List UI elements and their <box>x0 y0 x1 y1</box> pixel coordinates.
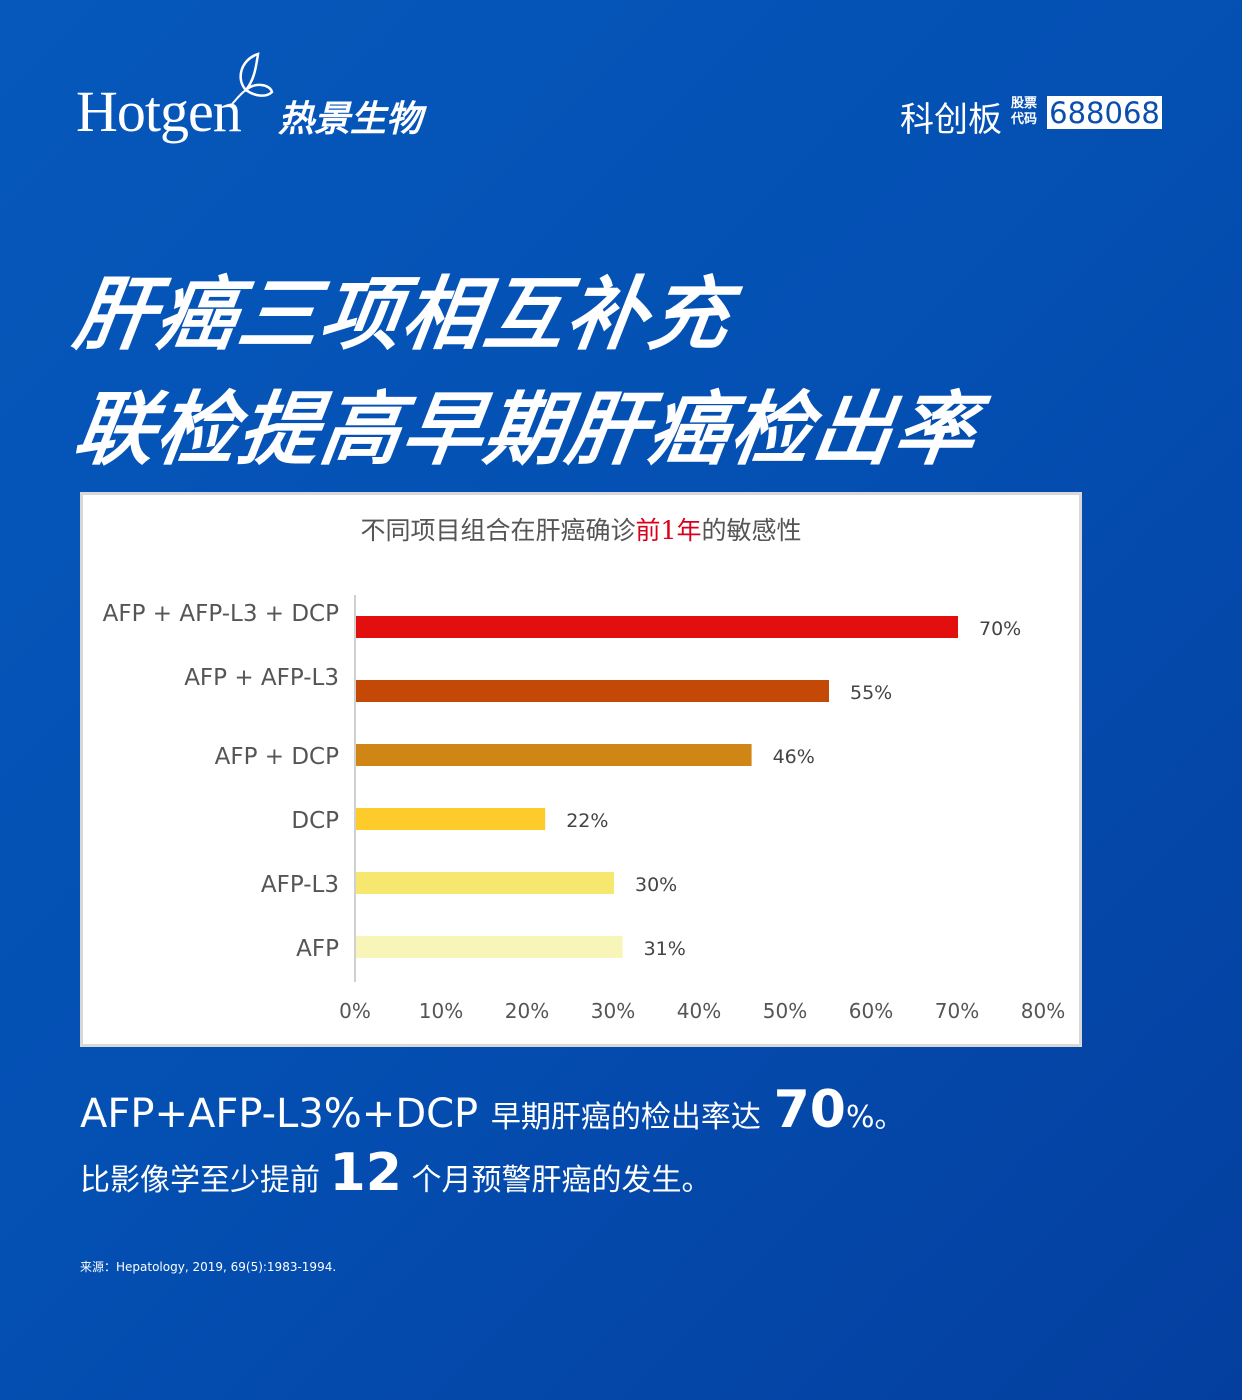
bar <box>356 872 614 894</box>
headline-line2: 联检提高早期肝癌检出率 <box>68 383 984 476</box>
category-label: AFP + DCP <box>215 744 339 770</box>
bar <box>356 680 829 702</box>
source-citation: 来源：Hepatology, 2019, 69(5):1983-1994. <box>80 1260 337 1274</box>
category-label: AFP + AFP-L3 + DCP <box>103 601 339 627</box>
stock-label-line2: 代码 <box>1011 112 1038 127</box>
data-label: 30% <box>635 874 677 896</box>
x-tick-label: 80% <box>1021 999 1065 1023</box>
x-tick-label: 40% <box>677 999 721 1023</box>
footer-months-number: 12 <box>329 1143 402 1203</box>
bar <box>356 808 546 830</box>
x-tick-label: 30% <box>591 999 635 1023</box>
footer-lead-text: 比影像学至少提前 <box>80 1163 320 1198</box>
x-tick-label: 70% <box>935 999 979 1023</box>
stock-code-label: 股票 代码 <box>1011 96 1041 128</box>
x-tick-label: 10% <box>419 999 463 1023</box>
stock-label-line1: 股票 <box>1011 96 1038 111</box>
x-tick-label: 60% <box>849 999 893 1023</box>
chart-title: 不同项目组合在肝癌确诊前1年的敏感性 <box>83 511 1079 547</box>
data-label: 31% <box>644 938 686 960</box>
chart-title-post: 的敏感性 <box>701 516 802 545</box>
category-label: AFP <box>296 936 339 962</box>
category-label: AFP + AFP-L3 <box>184 665 339 691</box>
board-label: 科创板 <box>900 100 1002 140</box>
butterfly-logo-icon <box>231 52 274 105</box>
stock-code: 688068 <box>1047 96 1162 130</box>
data-label: 46% <box>773 746 815 768</box>
footer-rate-unit: %。 <box>845 1100 905 1135</box>
chart-panel: 不同项目组合在肝癌确诊前1年的敏感性 AFP + AFP-L3 + DCP 70%… <box>80 492 1082 1047</box>
bar <box>356 744 752 766</box>
bar <box>356 616 958 638</box>
footer-combo: AFP+AFP-L3%+DCP <box>80 1091 479 1137</box>
footer-rate-text: 早期肝癌的检出率达 <box>490 1100 761 1135</box>
x-tick-label: 20% <box>505 999 549 1023</box>
bar <box>356 936 623 958</box>
data-label: 70% <box>979 618 1021 640</box>
x-tick-label: 0% <box>339 999 371 1023</box>
headline-line1: 肝癌三项相互补充 <box>68 268 738 361</box>
footer-warning-text: 个月预警肝癌的发生。 <box>411 1163 712 1198</box>
bar-chart: AFP + AFP-L3 + DCP 70% AFP + AFP-L3 55% AFP … <box>103 595 1065 1023</box>
footer-line2: 比影像学至少提前 12 个月预警肝癌的发生。 <box>80 1143 711 1203</box>
logo-hotgen: Hotgen <box>76 79 242 144</box>
footer-rate-number: 70 <box>773 1080 846 1140</box>
x-tick-label: 50% <box>763 999 807 1023</box>
data-label: 22% <box>566 810 608 832</box>
chart-title-pre: 不同项目组合在肝癌确诊 <box>360 516 636 545</box>
category-label: DCP <box>291 808 339 834</box>
category-label: AFP-L3 <box>261 872 339 898</box>
chart-title-highlight: 前1年 <box>635 516 702 545</box>
footer-line1: AFP+AFP-L3%+DCP 早期肝癌的检出率达 70%。 <box>80 1080 905 1140</box>
data-label: 55% <box>850 682 892 704</box>
logo-chinese-name: 热景生物 <box>278 99 423 140</box>
